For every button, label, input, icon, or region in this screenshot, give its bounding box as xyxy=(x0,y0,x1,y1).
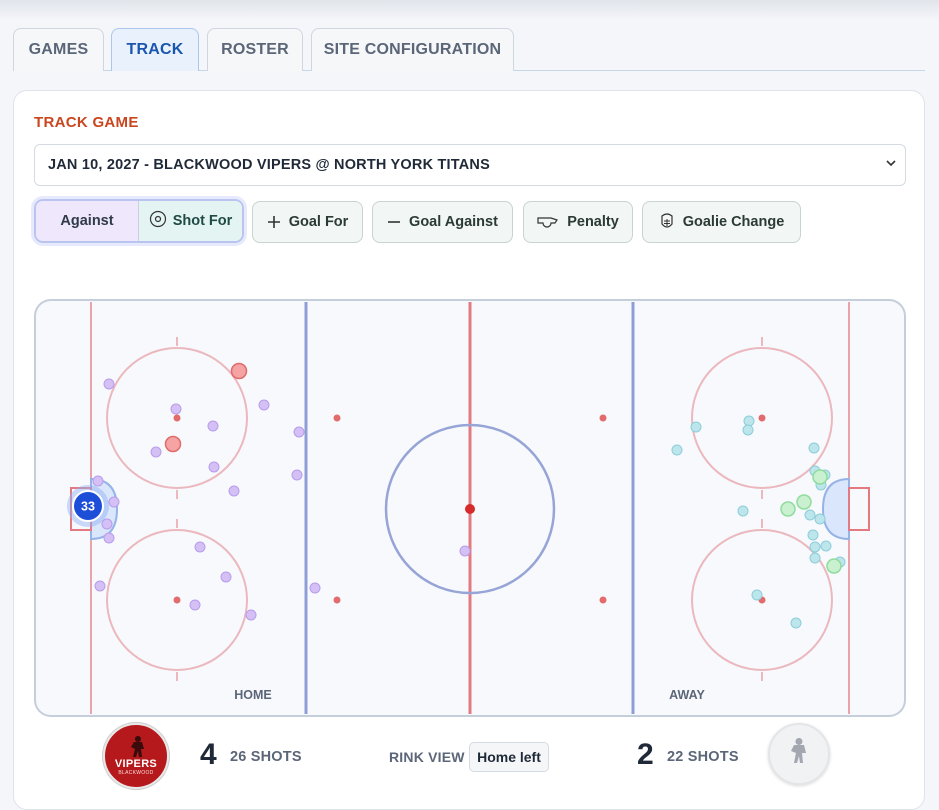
scoreboard: VIPERS BLACKWOOD 4 26 SHOTS RINK VIEW Ho… xyxy=(0,718,939,800)
shot-for-marker[interactable] xyxy=(790,617,802,629)
track-panel: TRACK GAME JAN 10, 2027 - BLACKWOOD VIPE… xyxy=(13,90,925,810)
penalty-button[interactable]: Penalty xyxy=(523,201,633,243)
shot-against-marker[interactable] xyxy=(92,475,104,487)
shot-against-marker[interactable] xyxy=(459,545,471,557)
goal-for-marker[interactable] xyxy=(826,558,842,574)
away-team-logo xyxy=(768,723,830,785)
game-select[interactable]: JAN 10, 2027 - BLACKWOOD VIPERS @ NORTH … xyxy=(34,144,906,186)
goalie-marker[interactable] xyxy=(72,490,104,522)
shot-against-marker[interactable] xyxy=(293,426,305,438)
shot-for-marker[interactable] xyxy=(809,552,821,564)
penalty-label: Penalty xyxy=(567,214,619,230)
shot-for-marker[interactable] xyxy=(820,540,832,552)
goal-for-label: Goal For xyxy=(288,214,349,230)
home-logo-subtext: BLACKWOOD xyxy=(118,770,154,776)
goal-for-button[interactable]: Goal For xyxy=(252,201,363,243)
chevron-down-icon xyxy=(885,156,897,172)
top-shadow xyxy=(0,0,939,20)
minus-icon xyxy=(387,215,401,229)
rink-diagram[interactable]: HOME AWAY xyxy=(34,299,906,717)
shot-for-marker[interactable] xyxy=(690,421,702,433)
goal-against-marker[interactable] xyxy=(230,362,248,380)
target-icon xyxy=(149,210,167,232)
shot-for-marker[interactable] xyxy=(809,541,821,553)
shot-against-marker[interactable] xyxy=(150,446,162,458)
goalie-mask-icon xyxy=(659,213,675,231)
shot-against-marker[interactable] xyxy=(245,609,257,621)
game-select-value: JAN 10, 2027 - BLACKWOOD VIPERS @ NORTH … xyxy=(48,157,490,173)
shot-for-marker[interactable] xyxy=(751,589,763,601)
home-score: 4 xyxy=(200,738,217,771)
rink-view-label: RINK VIEW xyxy=(389,749,465,765)
shot-against-marker[interactable] xyxy=(208,461,220,473)
shot-against-marker[interactable] xyxy=(101,518,113,530)
home-team-logo: VIPERS BLACKWOOD xyxy=(103,723,169,789)
shot-for-marker[interactable] xyxy=(808,442,820,454)
goalie-number: 33 xyxy=(81,500,95,514)
shot-for-marker[interactable] xyxy=(804,509,816,521)
player-icon xyxy=(127,735,149,765)
tab-bar: GAMES TRACK ROSTER SITE CONFIGURATION xyxy=(13,28,925,71)
shot-against-marker[interactable] xyxy=(291,469,303,481)
shot-against-marker[interactable] xyxy=(108,496,120,508)
goalie-change-label: Goalie Change xyxy=(682,214,785,230)
shot-for-marker[interactable] xyxy=(671,444,683,456)
goal-against-label: Goal Against xyxy=(409,214,498,230)
goalie-change-button[interactable]: Goalie Change xyxy=(642,201,801,243)
shot-for-label: Shot For xyxy=(172,213,233,229)
shot-against-marker[interactable] xyxy=(189,599,201,611)
shot-for-marker[interactable] xyxy=(742,424,754,436)
rink-view-toggle[interactable]: Home left xyxy=(469,742,549,772)
shot-for-marker[interactable] xyxy=(814,513,826,525)
page-title: TRACK GAME xyxy=(34,114,139,131)
shot-for-marker[interactable] xyxy=(737,505,749,517)
against-toggle[interactable]: Against xyxy=(36,201,139,241)
shot-against-marker[interactable] xyxy=(220,571,232,583)
shot-against-marker[interactable] xyxy=(194,541,206,553)
goal-for-marker[interactable] xyxy=(796,494,812,510)
tab-track[interactable]: TRACK xyxy=(111,28,199,71)
goal-against-button[interactable]: Goal Against xyxy=(372,201,513,243)
plus-icon xyxy=(267,215,281,229)
goal-for-marker[interactable] xyxy=(812,469,828,485)
away-shots: 22 SHOTS xyxy=(667,749,739,765)
player-silhouette-icon xyxy=(786,736,812,773)
goal-for-marker[interactable] xyxy=(780,501,796,517)
shot-for-toggle[interactable]: Shot For xyxy=(139,201,242,241)
goal-against-marker[interactable] xyxy=(164,435,182,453)
tab-games[interactable]: GAMES xyxy=(13,28,104,71)
shot-for-marker[interactable] xyxy=(743,415,755,427)
shot-against-marker[interactable] xyxy=(309,582,321,594)
rink-away-label: AWAY xyxy=(669,688,705,702)
shot-for-marker[interactable] xyxy=(807,529,819,541)
shot-against-marker[interactable] xyxy=(103,532,115,544)
shot-mode-toggle: Against Shot For xyxy=(34,199,244,243)
home-logo-text: VIPERS xyxy=(114,758,158,770)
away-score: 2 xyxy=(637,738,654,771)
home-shots: 26 SHOTS xyxy=(230,749,302,765)
shot-against-marker[interactable] xyxy=(103,378,115,390)
shot-against-marker[interactable] xyxy=(94,580,106,592)
whistle-icon xyxy=(537,215,559,229)
tab-site-configuration[interactable]: SITE CONFIGURATION xyxy=(311,28,514,71)
shot-against-marker[interactable] xyxy=(170,403,182,415)
shot-against-marker[interactable] xyxy=(258,399,270,411)
shot-against-marker[interactable] xyxy=(207,420,219,432)
shot-against-marker[interactable] xyxy=(228,485,240,497)
rink-home-label: HOME xyxy=(234,688,272,702)
tab-roster[interactable]: ROSTER xyxy=(207,28,303,71)
